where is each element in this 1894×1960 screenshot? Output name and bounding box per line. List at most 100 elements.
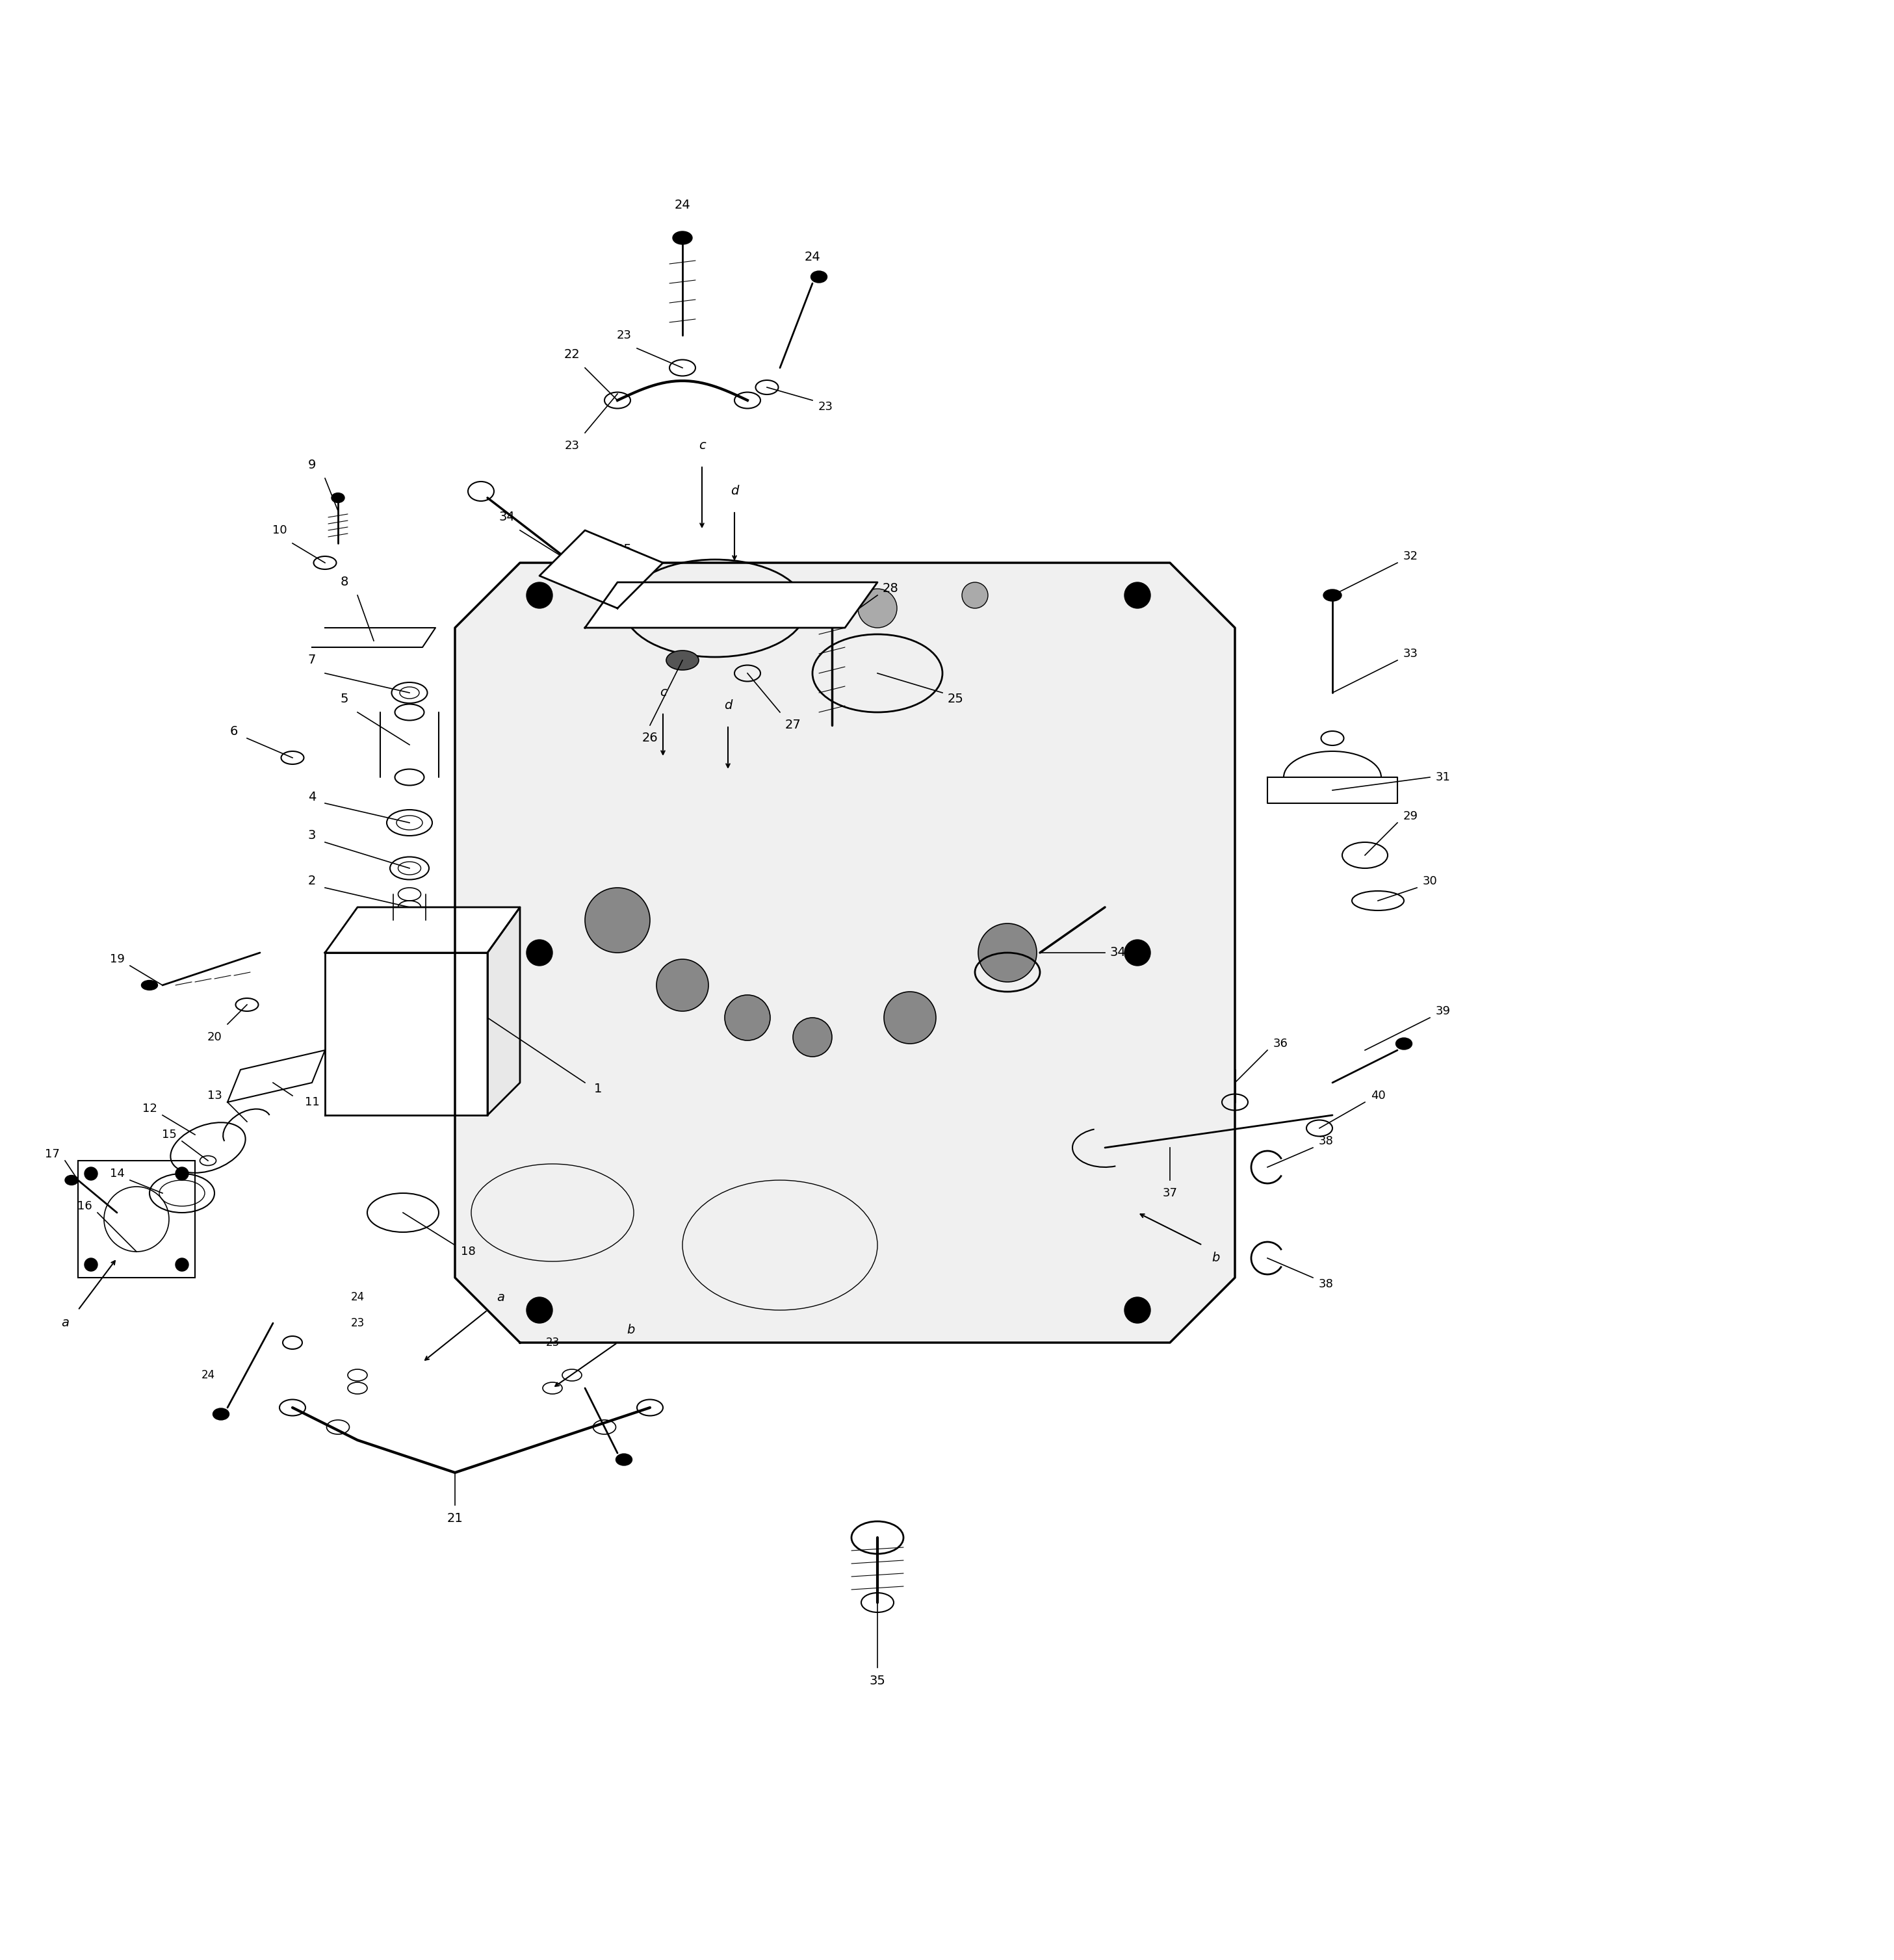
Text: 25: 25 bbox=[947, 694, 964, 706]
Text: 27: 27 bbox=[784, 719, 801, 731]
Ellipse shape bbox=[811, 270, 828, 282]
Circle shape bbox=[527, 582, 553, 608]
Text: 18: 18 bbox=[460, 1247, 475, 1258]
Text: a: a bbox=[61, 1317, 68, 1329]
Text: 29: 29 bbox=[1403, 809, 1419, 821]
Circle shape bbox=[176, 1258, 189, 1272]
Text: 14: 14 bbox=[110, 1168, 125, 1180]
Text: 4: 4 bbox=[309, 790, 316, 804]
Text: 19: 19 bbox=[110, 953, 125, 964]
Circle shape bbox=[962, 582, 989, 608]
Text: 7: 7 bbox=[309, 655, 316, 666]
Text: 40: 40 bbox=[1371, 1090, 1385, 1102]
Polygon shape bbox=[487, 907, 521, 1115]
Text: 23: 23 bbox=[616, 329, 631, 341]
Ellipse shape bbox=[394, 704, 424, 721]
Circle shape bbox=[411, 627, 420, 637]
Text: 25: 25 bbox=[616, 543, 633, 557]
Text: 24: 24 bbox=[201, 1370, 214, 1382]
Text: 13: 13 bbox=[206, 1090, 222, 1102]
Circle shape bbox=[85, 1258, 97, 1272]
Circle shape bbox=[1125, 1298, 1150, 1323]
Circle shape bbox=[328, 627, 335, 637]
Circle shape bbox=[629, 600, 644, 615]
Text: 34: 34 bbox=[1110, 947, 1127, 958]
Text: 28: 28 bbox=[883, 582, 898, 596]
Text: d: d bbox=[731, 486, 739, 498]
Text: 1: 1 bbox=[595, 1084, 602, 1096]
Circle shape bbox=[85, 1166, 97, 1180]
Ellipse shape bbox=[616, 1454, 633, 1466]
Text: 9: 9 bbox=[309, 459, 316, 472]
Text: 34: 34 bbox=[498, 512, 515, 523]
Text: d: d bbox=[724, 700, 731, 711]
Circle shape bbox=[884, 992, 936, 1043]
Ellipse shape bbox=[212, 1409, 229, 1419]
Ellipse shape bbox=[159, 1180, 205, 1205]
Circle shape bbox=[674, 594, 689, 610]
Ellipse shape bbox=[64, 1176, 78, 1186]
Polygon shape bbox=[313, 627, 436, 647]
Circle shape bbox=[330, 1094, 347, 1109]
Circle shape bbox=[824, 600, 839, 615]
Text: 23: 23 bbox=[564, 439, 580, 451]
Polygon shape bbox=[540, 531, 663, 608]
Ellipse shape bbox=[822, 588, 841, 602]
Text: 17: 17 bbox=[45, 1149, 59, 1160]
Text: 26: 26 bbox=[642, 733, 657, 745]
Polygon shape bbox=[585, 582, 877, 627]
Circle shape bbox=[727, 594, 742, 610]
Polygon shape bbox=[227, 1051, 326, 1102]
Circle shape bbox=[725, 996, 771, 1041]
Circle shape bbox=[176, 1166, 189, 1180]
Text: 24: 24 bbox=[350, 1292, 364, 1303]
Text: 20: 20 bbox=[206, 1031, 222, 1043]
Circle shape bbox=[328, 637, 335, 645]
Ellipse shape bbox=[142, 980, 157, 990]
Circle shape bbox=[527, 1298, 553, 1323]
Circle shape bbox=[657, 958, 708, 1011]
Circle shape bbox=[794, 1017, 831, 1056]
Text: 38: 38 bbox=[1318, 1278, 1333, 1290]
Ellipse shape bbox=[672, 231, 691, 245]
Text: 22: 22 bbox=[564, 349, 580, 361]
Text: 36: 36 bbox=[1273, 1039, 1288, 1049]
Text: 35: 35 bbox=[869, 1674, 886, 1688]
Circle shape bbox=[330, 958, 347, 974]
Ellipse shape bbox=[667, 651, 699, 670]
Text: 8: 8 bbox=[341, 576, 348, 588]
Text: 21: 21 bbox=[447, 1511, 462, 1525]
Circle shape bbox=[727, 588, 767, 627]
Text: 37: 37 bbox=[1163, 1188, 1178, 1200]
Ellipse shape bbox=[396, 815, 422, 829]
Circle shape bbox=[585, 888, 650, 953]
Text: 31: 31 bbox=[1436, 772, 1451, 784]
Circle shape bbox=[1125, 582, 1150, 608]
Text: 15: 15 bbox=[161, 1129, 176, 1141]
Text: 16: 16 bbox=[78, 1200, 93, 1211]
Circle shape bbox=[636, 582, 663, 608]
Text: 6: 6 bbox=[229, 725, 239, 737]
Text: 10: 10 bbox=[273, 525, 286, 537]
Ellipse shape bbox=[398, 862, 420, 874]
Text: 23: 23 bbox=[545, 1337, 559, 1348]
Circle shape bbox=[527, 939, 553, 966]
Circle shape bbox=[977, 923, 1036, 982]
Ellipse shape bbox=[1396, 1039, 1413, 1049]
Circle shape bbox=[466, 1094, 483, 1109]
Text: 23: 23 bbox=[350, 1317, 364, 1329]
Bar bbox=[78, 1160, 195, 1278]
Text: c: c bbox=[699, 439, 705, 453]
Text: c: c bbox=[659, 686, 667, 700]
Text: 30: 30 bbox=[1422, 876, 1438, 888]
Text: 24: 24 bbox=[805, 251, 820, 263]
Polygon shape bbox=[326, 953, 487, 1115]
Text: 38: 38 bbox=[1318, 1135, 1333, 1147]
Text: 11: 11 bbox=[305, 1096, 320, 1107]
Circle shape bbox=[858, 588, 898, 627]
Ellipse shape bbox=[1324, 590, 1341, 602]
Ellipse shape bbox=[402, 958, 417, 974]
Text: b: b bbox=[627, 1323, 634, 1337]
Text: 23: 23 bbox=[818, 402, 833, 414]
Polygon shape bbox=[326, 907, 521, 953]
